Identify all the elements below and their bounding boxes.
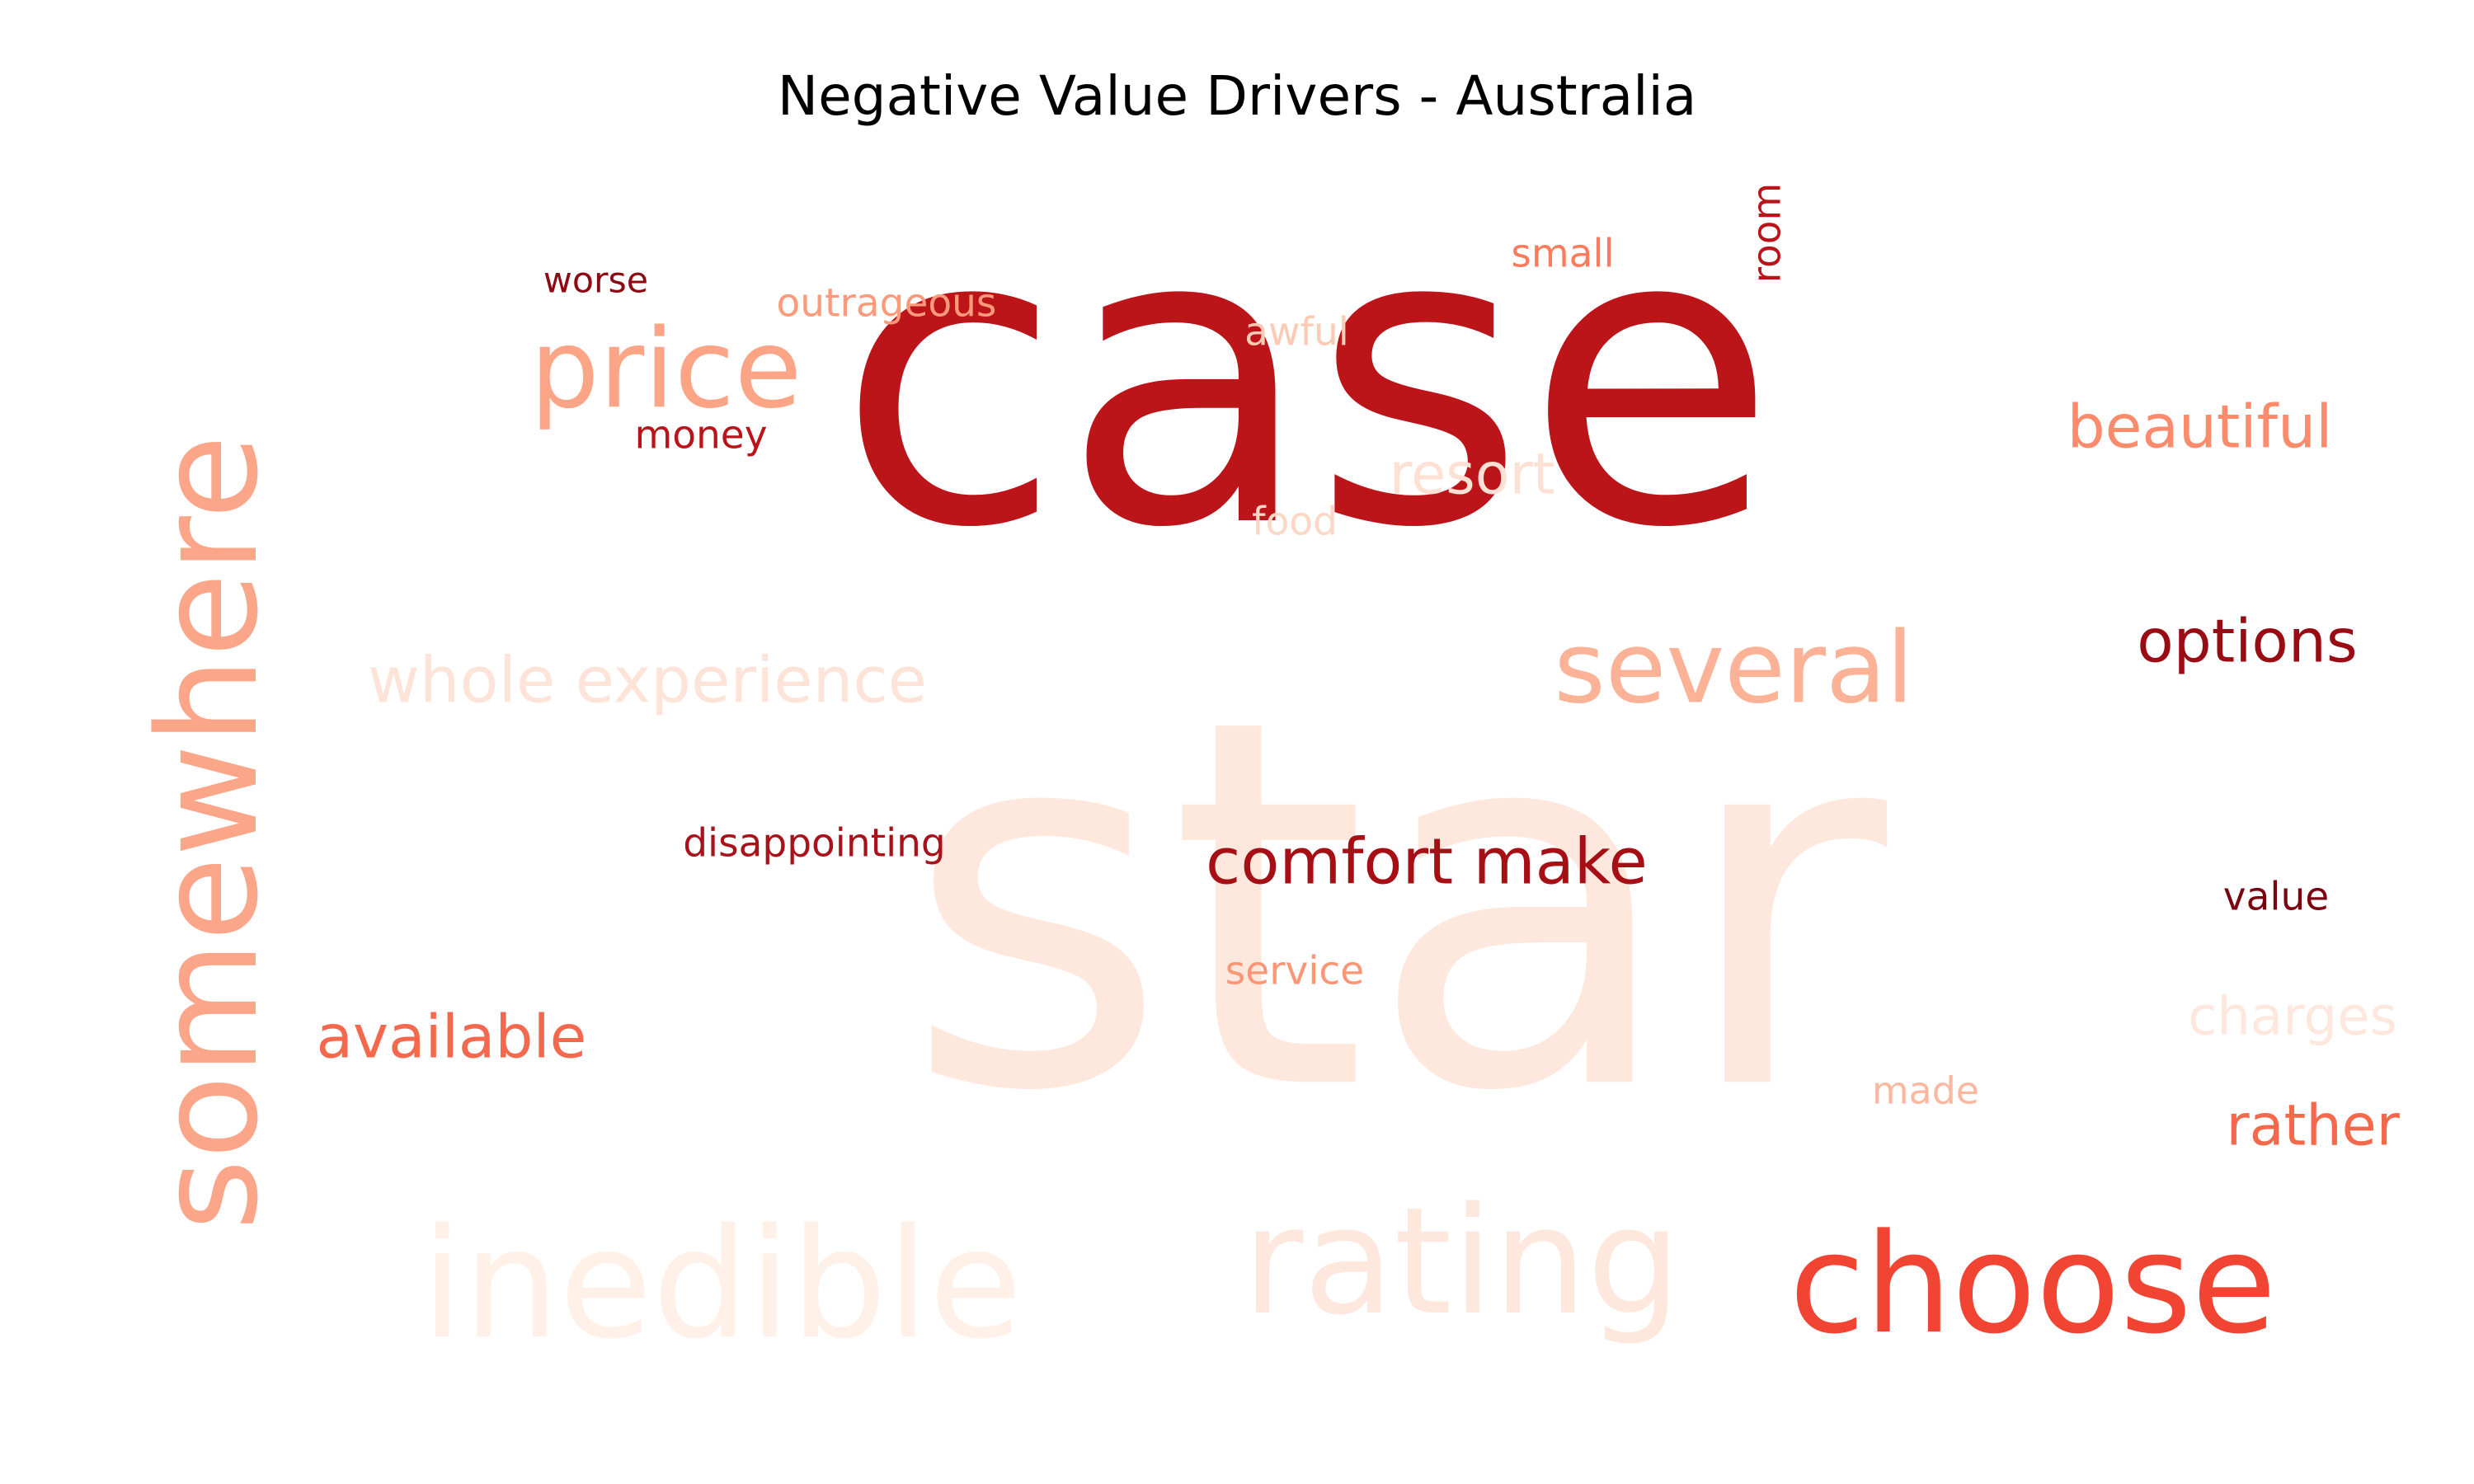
word-food: food xyxy=(1252,500,1338,545)
chart-title: Negative Value Drivers - Australia xyxy=(777,64,1697,128)
word-price: price xyxy=(530,306,802,433)
word-several: several xyxy=(1554,611,1913,726)
word-somewhere: somewhere xyxy=(129,434,289,1231)
word-money: money xyxy=(634,413,767,458)
word-comfort-make: comfort make xyxy=(1206,826,1648,899)
word-outrageous: outrageous xyxy=(777,281,997,326)
word-case: case xyxy=(837,141,1777,617)
word-worse: worse xyxy=(543,261,648,302)
word-service: service xyxy=(1225,949,1364,994)
word-inedible: inedible xyxy=(421,1196,1022,1373)
word-star: star xyxy=(904,612,1893,1202)
word-beautiful: beautiful xyxy=(2067,393,2333,463)
word-available: available xyxy=(317,1003,587,1073)
word-resort: resort xyxy=(1389,443,1554,508)
word-rating: rating xyxy=(1243,1176,1681,1348)
word-small: small xyxy=(1511,232,1614,277)
word-made: made xyxy=(1872,1068,1979,1112)
word-options: options xyxy=(2137,608,2358,677)
word-rather: rather xyxy=(2227,1094,2401,1159)
word-whole-experience: whole experience xyxy=(368,645,927,718)
word-disappointing: disappointing xyxy=(683,821,946,866)
word-charges: charges xyxy=(2188,987,2397,1048)
word-room: room xyxy=(1745,183,1790,284)
word-choose: choose xyxy=(1790,1205,2277,1364)
word-awful: awful xyxy=(1244,310,1349,355)
word-value: value xyxy=(2223,875,2329,920)
